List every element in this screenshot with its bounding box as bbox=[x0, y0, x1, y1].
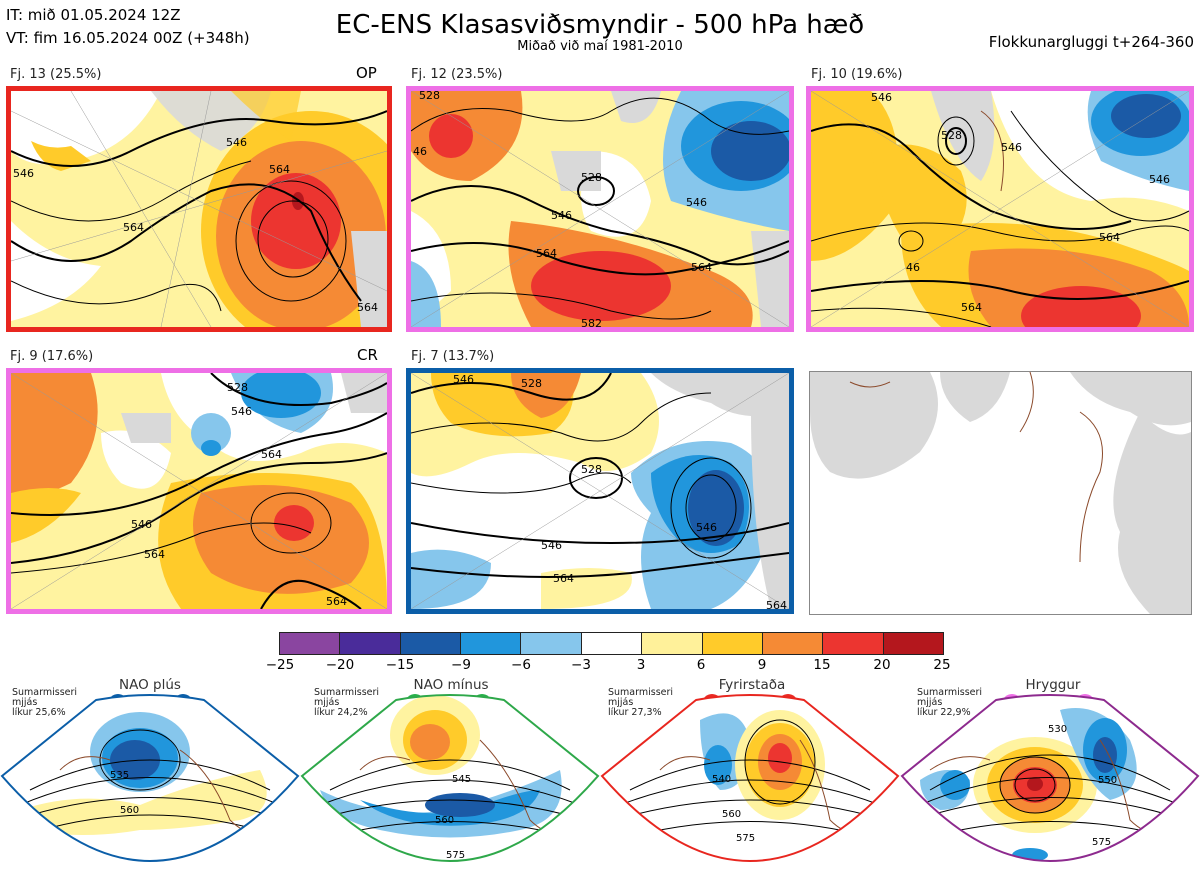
cluster-label-2: Fj. 12 (23.5%) bbox=[411, 67, 503, 82]
contour-label: 575 bbox=[446, 850, 465, 861]
contour-label: 546 bbox=[551, 209, 572, 222]
contour-label: 546 bbox=[541, 539, 562, 552]
contour-label: 564 bbox=[357, 301, 378, 314]
contour-label: 546 bbox=[1149, 173, 1170, 186]
contour-label: 575 bbox=[1092, 837, 1111, 848]
contour-label: 530 bbox=[1048, 724, 1067, 735]
contour-label: 560 bbox=[120, 805, 139, 816]
colorbar-tick-label: 20 bbox=[873, 657, 891, 673]
regime-map-ridge: 530 550 575 bbox=[900, 694, 1200, 862]
regime-map-blocking: 540 560 575 bbox=[600, 694, 900, 862]
page-title: EC-ENS Klasasviðsmyndir - 500 hPa hæð bbox=[335, 10, 865, 40]
contour-label: 564 bbox=[261, 448, 282, 461]
cluster-map-4: 528 546 564 546 564 564 bbox=[6, 368, 392, 614]
colorbar-swatch bbox=[339, 633, 400, 654]
contour-label: 540 bbox=[712, 774, 731, 785]
colorbar-swatch bbox=[882, 633, 943, 654]
regime-title-nao-minus: NAO mínus bbox=[413, 677, 489, 693]
colorbar-swatch bbox=[761, 633, 823, 654]
contour-label: 546 bbox=[871, 91, 892, 104]
colorbar-tick-label: −20 bbox=[325, 657, 355, 673]
cluster-label-5: Fj. 7 (13.7%) bbox=[411, 349, 495, 364]
contour-label: 546 bbox=[453, 373, 474, 386]
colorbar-swatch bbox=[280, 633, 340, 654]
cluster-label-1: Fj. 13 (25.5%) bbox=[10, 67, 102, 82]
contour-label: 560 bbox=[435, 815, 454, 826]
contour-label: 564 bbox=[536, 247, 557, 260]
cluster-map-2: 528 528 546 564 564 546 582 46 bbox=[406, 86, 794, 332]
colorbar bbox=[279, 632, 944, 655]
colorbar-swatch bbox=[701, 633, 762, 654]
contour-label: 564 bbox=[553, 572, 574, 585]
page-subtitle: Miðað við maí 1981-2010 bbox=[517, 39, 683, 54]
colorbar-tick-label: −6 bbox=[511, 657, 531, 673]
empty-basemap bbox=[809, 371, 1192, 615]
contour-label: 528 bbox=[581, 171, 602, 184]
cluster-label-3: Fj. 10 (19.6%) bbox=[811, 67, 903, 82]
contour-label: 528 bbox=[419, 91, 440, 102]
colorbar-tick-label: −3 bbox=[571, 657, 591, 673]
contour-label: 564 bbox=[144, 548, 165, 561]
contour-label: 528 bbox=[521, 377, 542, 390]
regime-map-nao-minus: 545 560 575 bbox=[300, 694, 600, 862]
colorbar-swatch bbox=[520, 633, 581, 654]
colorbar-tick-label: 6 bbox=[696, 657, 706, 673]
contour-label: 564 bbox=[326, 595, 347, 608]
colorbar-swatch bbox=[822, 633, 883, 654]
cluster-flag-op: OP bbox=[356, 64, 377, 82]
contour-label: 546 bbox=[231, 405, 252, 418]
regime-title-ridge: Hryggur bbox=[1025, 677, 1081, 693]
colorbar-swatch bbox=[641, 633, 702, 654]
contour-label: 582 bbox=[581, 317, 602, 327]
regime-info-nao-minus: Sumarmisseri mjjás líkur 24,2% bbox=[314, 687, 380, 718]
cluster-label-4: Fj. 9 (17.6%) bbox=[10, 349, 94, 364]
cluster-map-1: 546 564 546 564 564 bbox=[6, 86, 392, 332]
contour-label: 546 bbox=[696, 521, 717, 534]
regime-info-blocking: Sumarmisseri mjjás líkur 27,3% bbox=[608, 687, 674, 718]
contour-label: 528 bbox=[941, 129, 962, 142]
contour-label: 546 bbox=[131, 518, 152, 531]
contour-label: 550 bbox=[1098, 775, 1117, 786]
regime-title-nao-plus: NAO plús bbox=[119, 677, 181, 693]
colorbar-tick-label: 3 bbox=[636, 657, 646, 673]
colorbar-tick-label: −15 bbox=[385, 657, 415, 673]
colorbar-swatch bbox=[399, 633, 461, 654]
contour-label: 546 bbox=[1001, 141, 1022, 154]
contour-label: 564 bbox=[691, 261, 712, 274]
contour-label: 564 bbox=[269, 163, 290, 176]
regime-info-ridge: Sumarmisseri mjjás líkur 22,9% bbox=[917, 687, 983, 718]
contour-label: 575 bbox=[736, 833, 755, 844]
cluster-map-5: 546 528 528 546 546 564 564 bbox=[406, 368, 794, 614]
contour-label: 564 bbox=[766, 599, 787, 609]
colorbar-tick-label: −25 bbox=[265, 657, 295, 673]
contour-label: 564 bbox=[961, 301, 982, 314]
contour-label: 528 bbox=[581, 463, 602, 476]
regime-map-nao-plus: 535 560 bbox=[0, 694, 300, 862]
contour-label: 46 bbox=[906, 261, 920, 274]
regime-info-nao-plus: Sumarmisseri mjjás líkur 25,6% bbox=[12, 687, 78, 718]
contour-label: 546 bbox=[13, 167, 34, 180]
colorbar-swatch bbox=[460, 633, 521, 654]
cluster-flag-cr: CR bbox=[357, 346, 378, 364]
colorbar-tick-label: 15 bbox=[813, 657, 831, 673]
init-time: IT: mið 01.05.2024 12Z bbox=[6, 6, 181, 24]
contour-label: 546 bbox=[226, 136, 247, 149]
valid-time: VT: fim 16.05.2024 00Z (+348h) bbox=[6, 29, 250, 47]
contour-label: 535 bbox=[110, 770, 129, 781]
colorbar-tick-label: −9 bbox=[451, 657, 471, 673]
contour-label: 528 bbox=[227, 381, 248, 394]
cluster-map-3: 546 528 546 546 564 46 564 bbox=[806, 86, 1194, 332]
classification-window: Flokkunargluggi t+264-360 bbox=[988, 33, 1194, 51]
contour-label: 560 bbox=[722, 809, 741, 820]
colorbar-tick-label: 25 bbox=[933, 657, 951, 673]
regime-title-blocking: Fyrirstaða bbox=[718, 677, 786, 693]
contour-label: 46 bbox=[413, 145, 427, 158]
colorbar-tick-label: 9 bbox=[757, 657, 767, 673]
contour-label: 546 bbox=[686, 196, 707, 209]
colorbar-swatch bbox=[580, 633, 642, 654]
contour-label: 545 bbox=[452, 774, 471, 785]
contour-label: 564 bbox=[1099, 231, 1120, 244]
contour-label: 564 bbox=[123, 221, 144, 234]
